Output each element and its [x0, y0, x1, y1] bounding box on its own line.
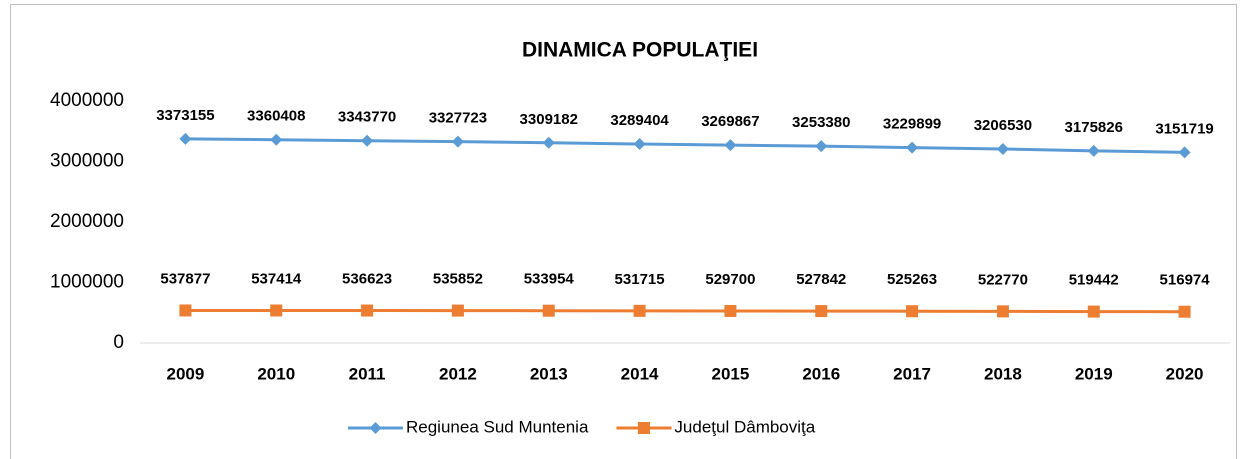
- y-tick-label: 0: [113, 332, 124, 353]
- data-label: 3327723: [429, 110, 487, 127]
- data-point: [451, 135, 464, 148]
- data-point: [815, 305, 828, 318]
- data-label: 3151719: [1155, 120, 1213, 137]
- data-point: [361, 134, 374, 147]
- data-point: [361, 304, 374, 317]
- data-label: 535852: [433, 271, 483, 288]
- data-label: 531715: [615, 271, 665, 288]
- data-point: [1178, 146, 1191, 159]
- x-tick-label: 2016: [802, 364, 840, 383]
- legend-label: Judeţul Dâmboviţa: [674, 417, 815, 436]
- data-label: 3373155: [156, 107, 214, 124]
- x-tick-label: 2020: [1166, 364, 1204, 383]
- x-tick-label: 2014: [621, 364, 659, 383]
- x-tick-label: 2017: [893, 364, 931, 383]
- data-label: 3253380: [792, 114, 850, 131]
- data-label: 522770: [978, 271, 1028, 288]
- data-label: 525263: [887, 271, 937, 288]
- data-point: [906, 141, 919, 154]
- data-point: [996, 305, 1009, 318]
- x-tick-label: 2011: [349, 364, 386, 383]
- y-tick-label: 1000000: [50, 272, 124, 293]
- data-label: 3206530: [974, 117, 1032, 134]
- data-point: [633, 137, 646, 150]
- data-label: 537414: [251, 270, 302, 287]
- y-tick-label: 3000000: [50, 151, 124, 172]
- x-tick-label: 2015: [712, 364, 750, 383]
- data-label: 527842: [796, 271, 846, 288]
- x-tick-label: 2013: [530, 364, 568, 383]
- data-point: [1178, 305, 1191, 318]
- y-tick-label: 2000000: [50, 211, 124, 232]
- legend-marker: [637, 422, 650, 434]
- x-tick-label: 2010: [257, 364, 295, 383]
- data-point: [270, 304, 283, 317]
- x-tick-label: 2009: [167, 364, 205, 383]
- data-label: 3343770: [338, 109, 396, 126]
- data-label: 3289404: [610, 112, 669, 129]
- data-point: [542, 304, 555, 317]
- data-point: [179, 304, 192, 317]
- data-label: 537877: [160, 270, 210, 287]
- data-label: 536623: [342, 271, 392, 288]
- data-point: [1087, 144, 1100, 157]
- series-line: [185, 137, 1185, 154]
- chart-frame: [10, 4, 1237, 459]
- data-label: 519442: [1069, 272, 1119, 289]
- chart-title: DINAMICA POPULAŢIEI: [522, 39, 758, 62]
- data-label: 516974: [1160, 272, 1211, 289]
- x-tick-label: 2012: [439, 364, 477, 383]
- data-label: 533954: [524, 271, 575, 288]
- data-point: [1087, 305, 1100, 318]
- series-line: [185, 308, 1185, 314]
- data-point: [724, 304, 737, 317]
- data-point: [996, 143, 1009, 156]
- data-point: [633, 304, 646, 317]
- data-label: 3309182: [520, 111, 578, 128]
- y-tick-label: 4000000: [50, 90, 124, 111]
- data-point: [542, 136, 555, 149]
- x-tick-label: 2019: [1075, 364, 1113, 383]
- legend-label: Regiunea Sud Muntenia: [406, 417, 589, 436]
- data-point: [179, 132, 192, 145]
- data-point: [906, 305, 919, 318]
- data-point: [815, 140, 828, 153]
- data-label: 3175826: [1065, 119, 1123, 136]
- data-label: 3229899: [883, 116, 941, 133]
- legend-marker: [369, 422, 382, 434]
- data-point: [451, 304, 464, 317]
- data-point: [270, 133, 283, 146]
- data-label: 3360408: [247, 108, 305, 125]
- data-label: 529700: [705, 271, 755, 288]
- data-point: [724, 139, 737, 152]
- data-label: 3269867: [701, 113, 759, 130]
- x-tick-label: 2018: [984, 364, 1022, 383]
